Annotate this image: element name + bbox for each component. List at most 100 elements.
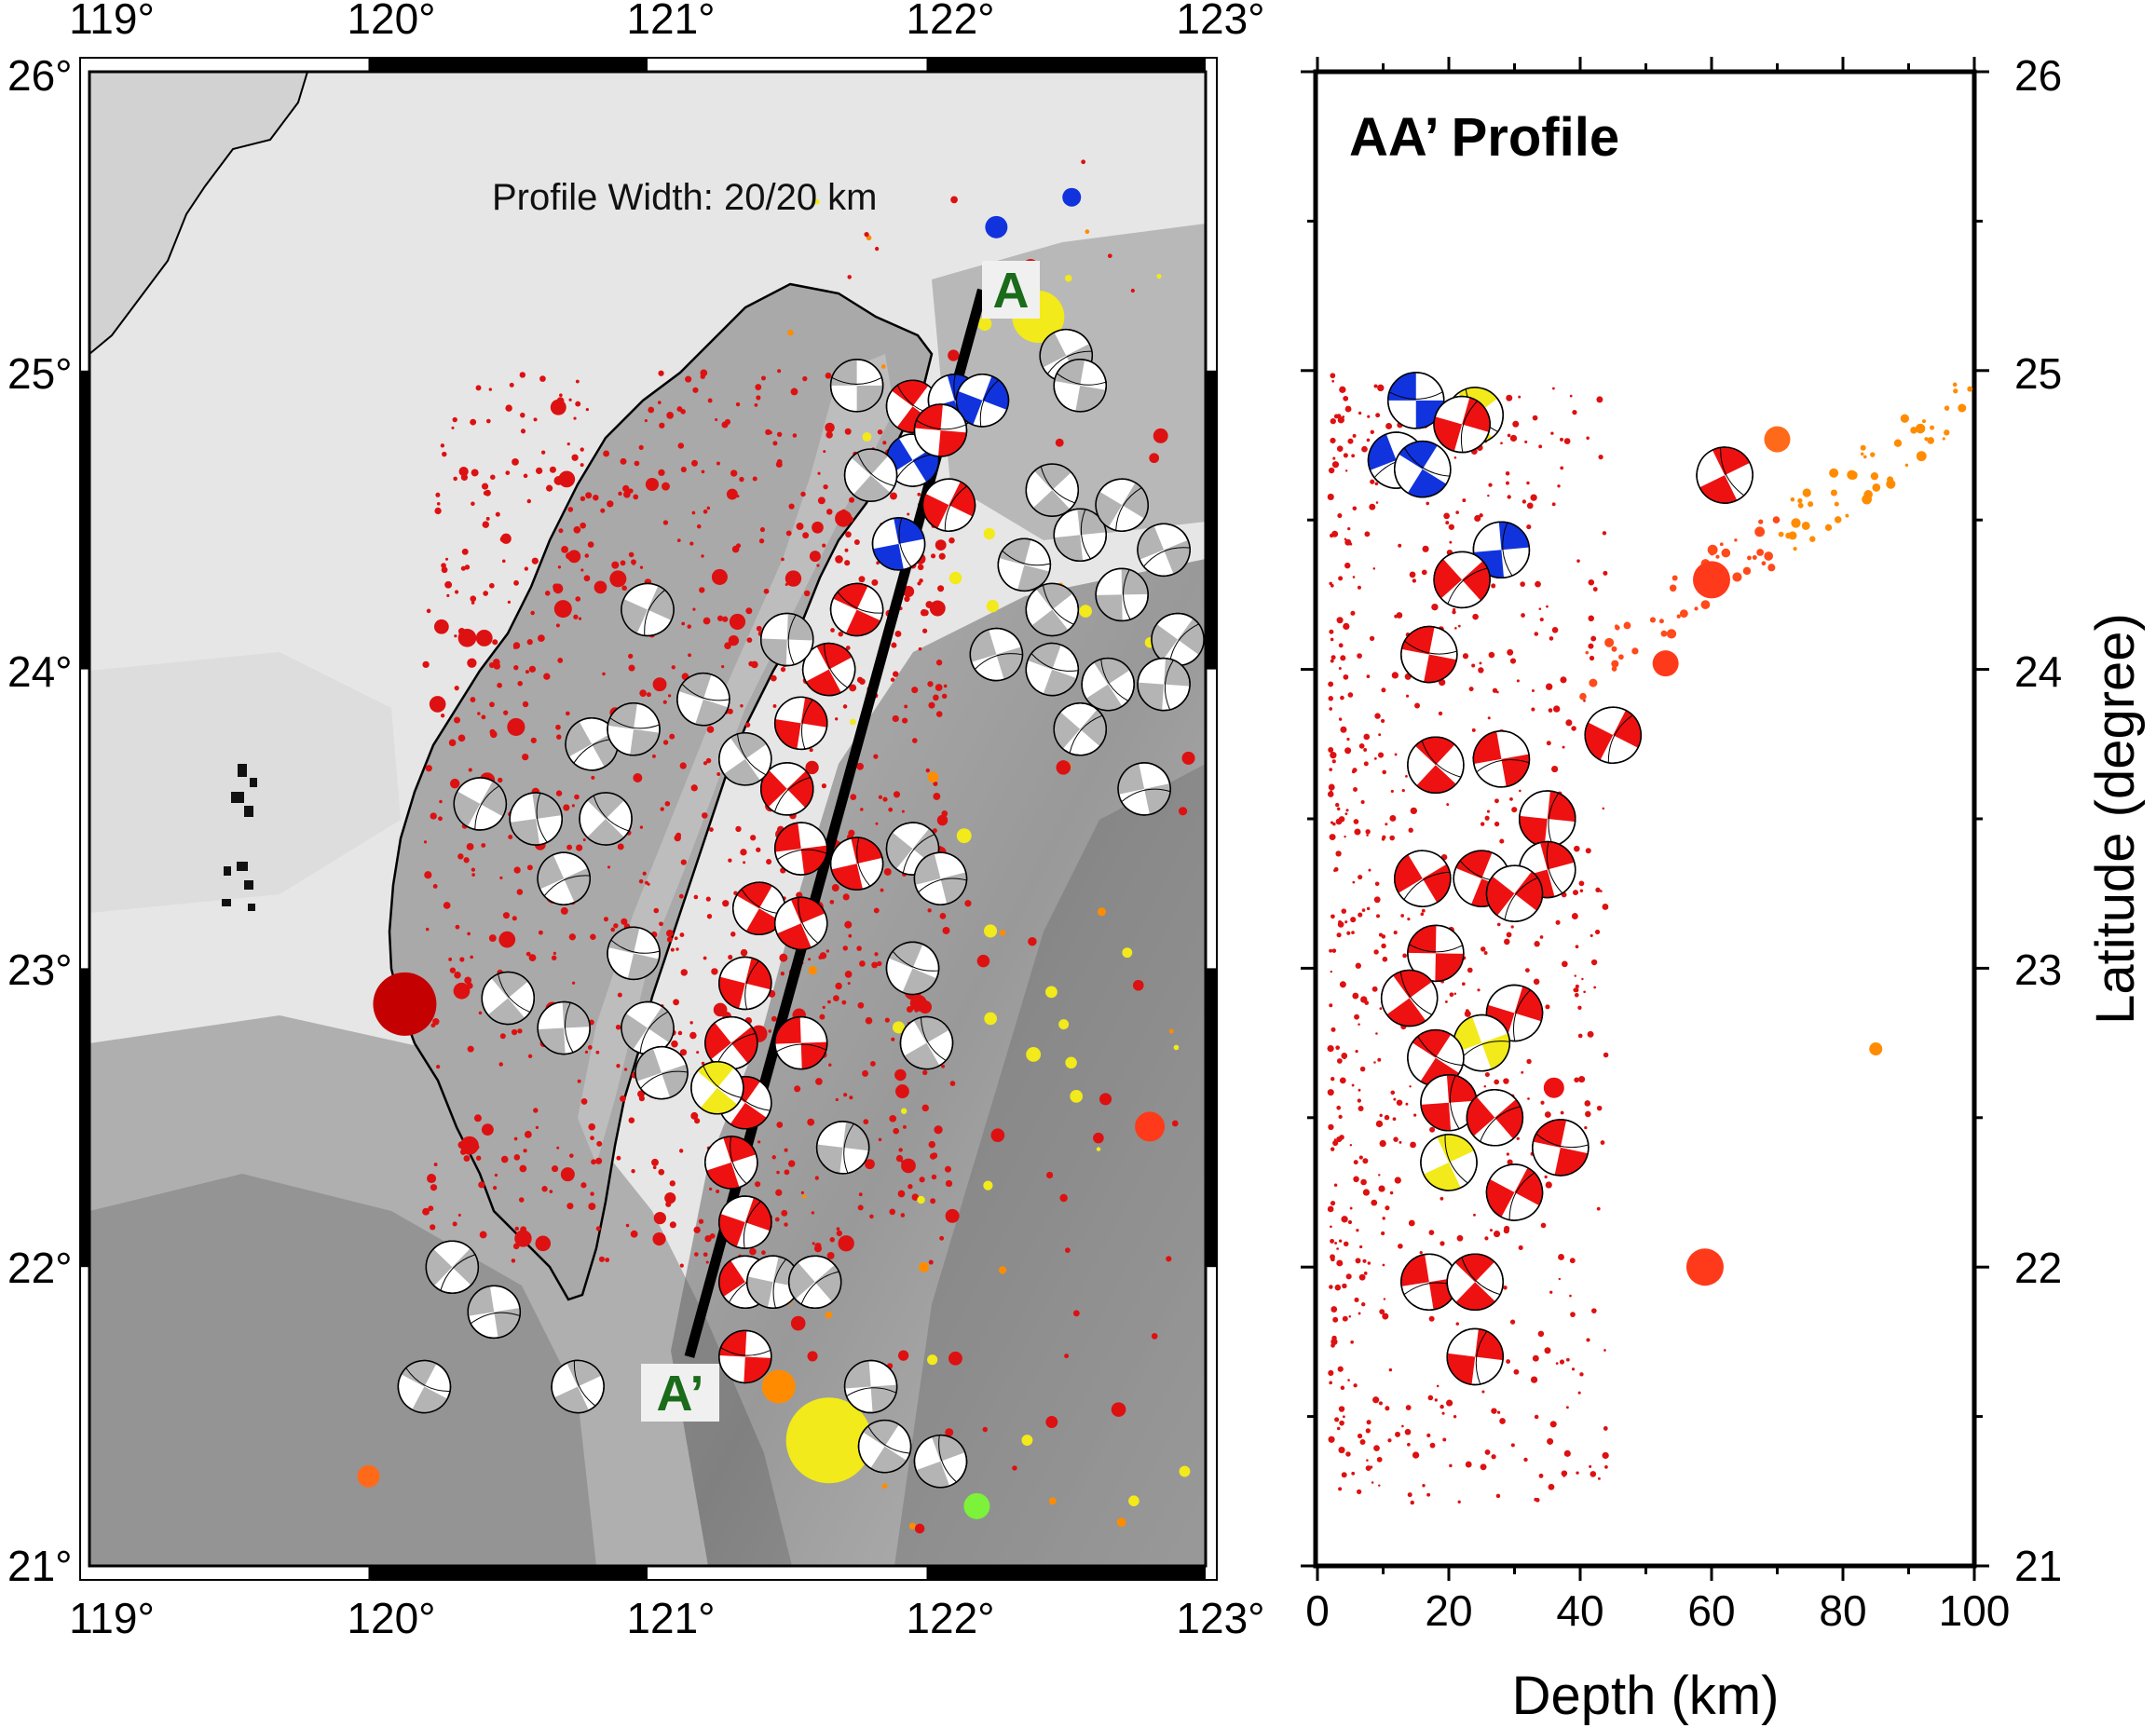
earthquake-dot bbox=[1453, 1415, 1457, 1419]
earthquake-dot bbox=[502, 912, 511, 919]
earthquake-dot bbox=[473, 1114, 482, 1123]
earthquake-dot bbox=[1585, 848, 1591, 854]
earthquake-dot bbox=[596, 1140, 603, 1147]
earthquake-dot bbox=[436, 1064, 441, 1069]
earthquake-dot bbox=[948, 571, 962, 585]
earthquake-dot bbox=[1410, 1141, 1416, 1149]
earthquake-dot bbox=[715, 417, 718, 422]
earthquake-dot bbox=[705, 1260, 709, 1264]
earthquake-dot bbox=[770, 674, 777, 682]
earthquake-dot bbox=[630, 1230, 638, 1238]
earthquake-dot bbox=[1358, 1023, 1360, 1026]
earthquake-dot bbox=[613, 923, 619, 929]
earthquake-dot bbox=[631, 559, 636, 565]
earthquake-dot bbox=[1586, 1338, 1590, 1342]
earthquake-dot bbox=[1588, 578, 1595, 586]
earthquake-dot bbox=[514, 1226, 520, 1231]
earthquake-dot bbox=[590, 1136, 594, 1141]
earthquake-dot bbox=[1521, 499, 1527, 504]
large-earthquake-dot bbox=[1543, 1077, 1564, 1098]
earthquake-dot bbox=[726, 488, 738, 500]
earthquake-dot bbox=[1506, 1359, 1511, 1364]
earthquake-dot bbox=[1340, 1385, 1345, 1391]
earthquake-dot bbox=[694, 1118, 701, 1124]
earthquake-dot bbox=[1802, 488, 1811, 497]
focal-mechanism bbox=[1472, 730, 1531, 788]
earthquake-dot bbox=[919, 1261, 930, 1272]
focal-mechanism bbox=[913, 403, 968, 457]
earthquake-dot bbox=[802, 375, 808, 382]
earthquake-dot bbox=[822, 543, 826, 548]
earthquake-dot bbox=[497, 682, 502, 688]
earthquake-dot bbox=[551, 955, 557, 961]
earthquake-dot bbox=[761, 1250, 766, 1256]
earthquake-dot bbox=[722, 616, 729, 622]
earthquake-dot bbox=[977, 317, 992, 332]
earthquake-dot bbox=[1372, 1396, 1380, 1404]
earthquake-dot bbox=[898, 1148, 903, 1152]
earthquake-dot bbox=[920, 608, 928, 617]
earthquake-dot bbox=[701, 1061, 705, 1066]
lon-tick-label: 119° bbox=[69, 1594, 155, 1642]
focal-mechanism bbox=[718, 732, 772, 786]
earthquake-dot bbox=[1382, 956, 1388, 962]
earthquake-dot bbox=[1338, 1446, 1345, 1454]
earthquake-dot bbox=[1579, 1372, 1584, 1377]
earthquake-dot bbox=[1571, 913, 1578, 919]
earthquake-dot bbox=[666, 412, 674, 419]
earthquake-dot bbox=[662, 740, 669, 745]
earthquake-dot bbox=[512, 458, 519, 466]
earthquake-dot bbox=[1483, 1085, 1487, 1088]
earthquake-dot bbox=[468, 768, 472, 772]
earthquake-dot bbox=[897, 1190, 906, 1198]
earthquake-dot bbox=[660, 807, 664, 811]
earthquake-dot bbox=[549, 466, 556, 473]
earthquake-dot bbox=[921, 1104, 929, 1112]
earthquake-dot bbox=[1116, 1517, 1126, 1528]
earthquake-dot bbox=[501, 559, 506, 564]
earthquake-dot bbox=[752, 476, 757, 482]
earthquake-dot bbox=[681, 621, 686, 626]
earthquake-dot bbox=[1345, 1273, 1352, 1280]
earthquake-dot bbox=[894, 1068, 907, 1082]
earthquake-dot bbox=[1339, 1135, 1344, 1140]
earthquake-dot bbox=[817, 471, 821, 475]
focal-mechanism bbox=[997, 537, 1052, 592]
earthquake-dot bbox=[1357, 1098, 1362, 1103]
earthquake-dot bbox=[659, 921, 663, 927]
earthquake-dot bbox=[1371, 1481, 1374, 1484]
earthquake-dot bbox=[571, 804, 575, 808]
earthquake-dot bbox=[1488, 483, 1493, 487]
earthquake-dot bbox=[1767, 564, 1776, 572]
earthquake-dot bbox=[1860, 444, 1866, 451]
earthquake-dot bbox=[505, 404, 512, 412]
earthquake-dot bbox=[948, 537, 955, 544]
focal-mechanism bbox=[899, 1015, 954, 1070]
earthquake-dot bbox=[1360, 799, 1365, 805]
earthquake-dot bbox=[1479, 513, 1483, 518]
earthquake-dot bbox=[1570, 1312, 1576, 1318]
earthquake-dot bbox=[918, 646, 922, 651]
earthquake-dot bbox=[433, 1163, 438, 1166]
earthquake-dot bbox=[427, 1173, 437, 1184]
earthquake-dot bbox=[1468, 687, 1474, 692]
lat-tick-label: 23° bbox=[7, 946, 73, 994]
earthquake-dot bbox=[1331, 948, 1337, 953]
earthquake-dot bbox=[580, 447, 584, 452]
earthquake-dot bbox=[1461, 982, 1466, 986]
earthquake-dot bbox=[531, 557, 539, 565]
earthquake-dot bbox=[1484, 815, 1490, 821]
earthquake-dot bbox=[1329, 1003, 1333, 1008]
earthquake-dot bbox=[942, 926, 950, 934]
focal-mechanism bbox=[704, 1015, 758, 1070]
earthquake-dot bbox=[609, 570, 627, 588]
earthquake-dot bbox=[826, 509, 833, 515]
earthquake-dot bbox=[553, 600, 572, 619]
lon-tick-labels-bottom: 119° 120° 121° 122° 123° bbox=[69, 1594, 1264, 1642]
focal-mechanism bbox=[913, 1434, 968, 1489]
earthquake-dot bbox=[788, 503, 795, 510]
earthquake-dot bbox=[1454, 627, 1457, 630]
earthquake-dot bbox=[1958, 403, 1967, 413]
earthquake-dot bbox=[727, 708, 733, 714]
